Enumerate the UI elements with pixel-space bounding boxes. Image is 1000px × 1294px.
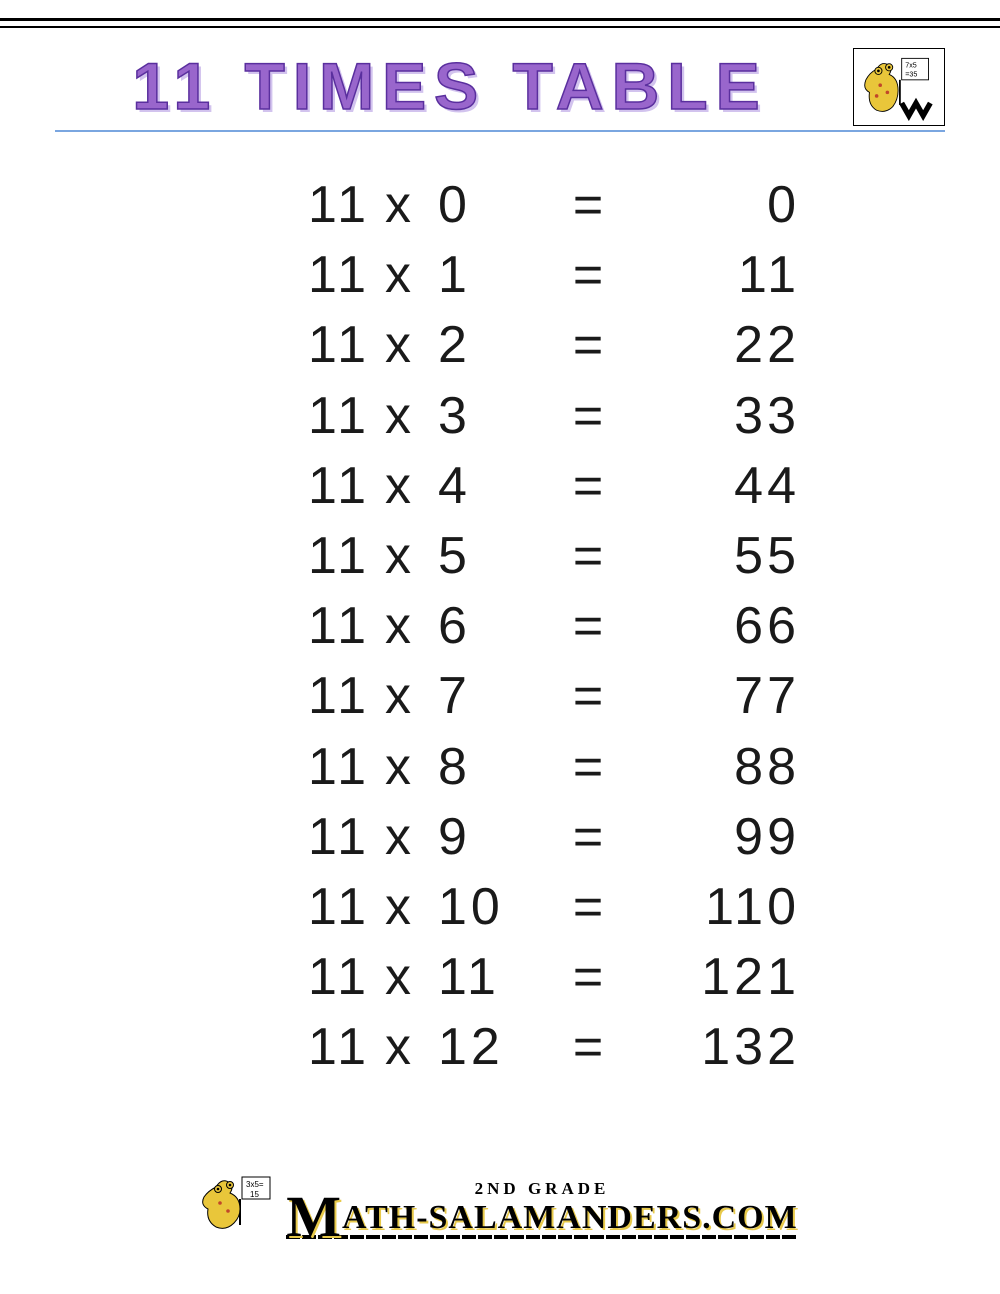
equals-sign: =: [550, 802, 630, 872]
equals-sign: =: [550, 591, 630, 661]
multiplier: 9: [430, 802, 550, 872]
multiplicand: 11: [200, 1012, 370, 1082]
operator: x: [370, 802, 430, 872]
table-row: 11x9=99: [200, 802, 800, 872]
times-table: 11x0=011x1=1111x2=2211x3=3311x4=4411x5=5…: [0, 170, 1000, 1082]
equals-sign: =: [550, 310, 630, 380]
table-row: 11x6=66: [200, 591, 800, 661]
table-row: 11x0=0: [200, 170, 800, 240]
salamander-logo-top: 7x5 =35: [853, 48, 945, 126]
product: 121: [630, 942, 800, 1012]
multiplier: 0: [430, 170, 550, 240]
product: 88: [630, 732, 800, 802]
equals-sign: =: [550, 170, 630, 240]
top-border-rule-2: [0, 26, 1000, 28]
product: 99: [630, 802, 800, 872]
multiplier: 10: [430, 872, 550, 942]
multiplier: 1: [430, 240, 550, 310]
table-row: 11x4=44: [200, 451, 800, 521]
product: 55: [630, 521, 800, 591]
table-row: 11x11=121: [200, 942, 800, 1012]
multiplicand: 11: [200, 591, 370, 661]
equals-sign: =: [550, 661, 630, 731]
table-row: 11x5=55: [200, 521, 800, 591]
equals-sign: =: [550, 942, 630, 1012]
operator: x: [370, 521, 430, 591]
operator: x: [370, 170, 430, 240]
footer-logo-line1: 3x5=: [246, 1180, 264, 1189]
site-rest: ATH-SALAMANDERS.COM: [342, 1199, 798, 1236]
multiplier: 4: [430, 451, 550, 521]
page-title: 11 TIMES TABLE: [55, 48, 945, 124]
site-name: MATH-SALAMANDERS.COM: [286, 1199, 797, 1239]
operator: x: [370, 591, 430, 661]
salamander-logo-footer: 3x5= 15: [202, 1173, 280, 1239]
operator: x: [370, 872, 430, 942]
operator: x: [370, 661, 430, 731]
footer-logo-line2: 15: [250, 1190, 259, 1199]
equals-sign: =: [550, 451, 630, 521]
multiplicand: 11: [200, 732, 370, 802]
multiplier: 12: [430, 1012, 550, 1082]
operator: x: [370, 942, 430, 1012]
multiplicand: 11: [200, 661, 370, 731]
product: 77: [630, 661, 800, 731]
table-row: 11x8=88: [200, 732, 800, 802]
operator: x: [370, 240, 430, 310]
product: 110: [630, 872, 800, 942]
equals-sign: =: [550, 872, 630, 942]
multiplicand: 11: [200, 872, 370, 942]
operator: x: [370, 1012, 430, 1082]
multiplicand: 11: [200, 802, 370, 872]
equals-sign: =: [550, 240, 630, 310]
table-row: 11x7=77: [200, 661, 800, 731]
product: 44: [630, 451, 800, 521]
multiplier: 3: [430, 381, 550, 451]
multiplicand: 11: [200, 310, 370, 380]
product: 0: [630, 170, 800, 240]
product: 66: [630, 591, 800, 661]
multiplier: 6: [430, 591, 550, 661]
table-row: 11x3=33: [200, 381, 800, 451]
multiplicand: 11: [200, 381, 370, 451]
operator: x: [370, 310, 430, 380]
equals-sign: =: [550, 732, 630, 802]
equals-sign: =: [550, 1012, 630, 1082]
equals-sign: =: [550, 381, 630, 451]
grade-label: 2ND GRADE: [286, 1179, 797, 1199]
multiplier: 7: [430, 661, 550, 731]
multiplier: 11: [430, 942, 550, 1012]
title-underline: [55, 130, 945, 132]
multiplicand: 11: [200, 240, 370, 310]
operator: x: [370, 732, 430, 802]
header: 11 TIMES TABLE 7x5 =35: [55, 48, 945, 132]
table-row: 11x12=132: [200, 1012, 800, 1082]
logo-board-line1: 7x5: [905, 61, 917, 69]
product: 11: [630, 240, 800, 310]
site-big-m: M: [286, 1200, 342, 1235]
multiplier: 2: [430, 310, 550, 380]
multiplicand: 11: [200, 451, 370, 521]
multiplier: 5: [430, 521, 550, 591]
product: 22: [630, 310, 800, 380]
product: 132: [630, 1012, 800, 1082]
multiplicand: 11: [200, 942, 370, 1012]
table-row: 11x2=22: [200, 310, 800, 380]
product: 33: [630, 381, 800, 451]
equals-sign: =: [550, 521, 630, 591]
logo-board-line2: =35: [905, 70, 917, 78]
top-border-rule-1: [0, 18, 1000, 21]
multiplier: 8: [430, 732, 550, 802]
multiplicand: 11: [200, 170, 370, 240]
multiplicand: 11: [200, 521, 370, 591]
table-row: 11x10=110: [200, 872, 800, 942]
operator: x: [370, 451, 430, 521]
table-row: 11x1=11: [200, 240, 800, 310]
footer: 3x5= 15 2ND GRADE MATH-SALAMANDERS.COM: [0, 1173, 1000, 1244]
operator: x: [370, 381, 430, 451]
